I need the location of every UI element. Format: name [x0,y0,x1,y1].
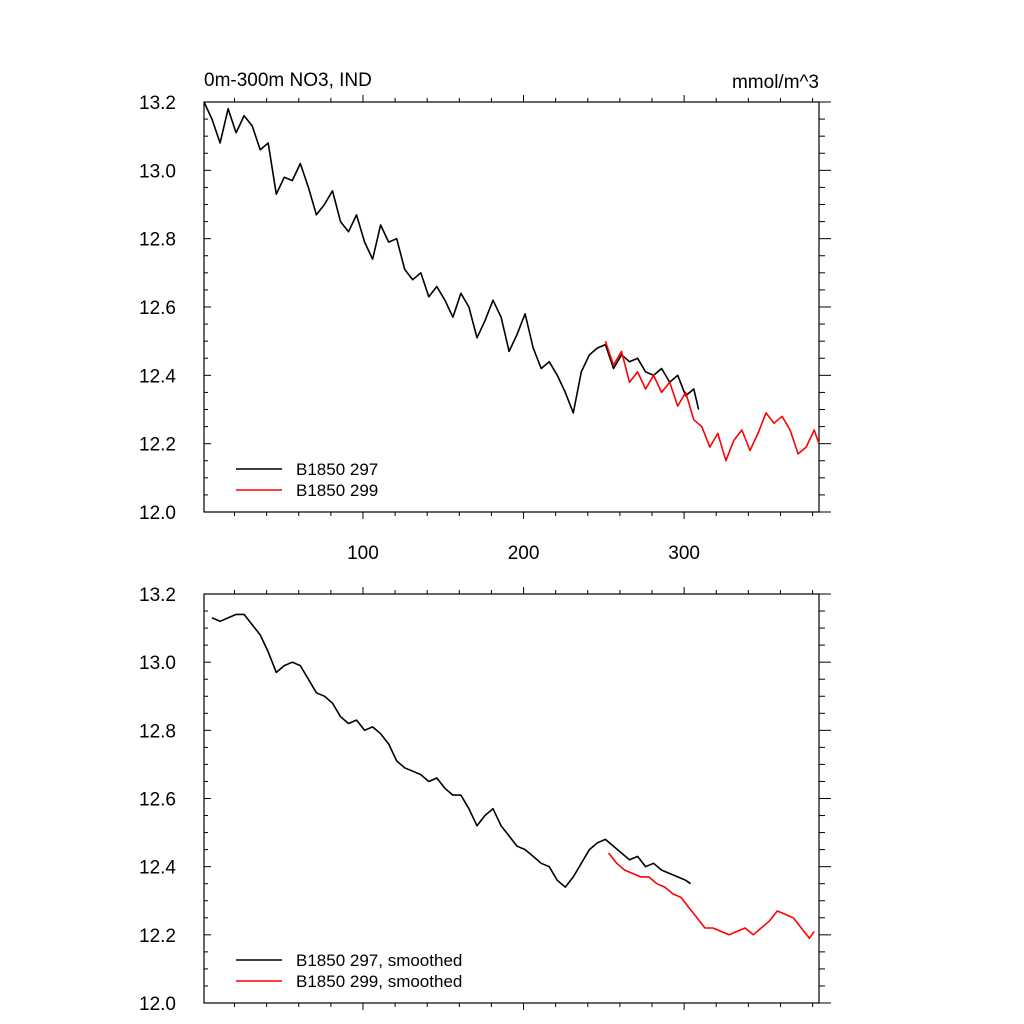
series-line-1 [203,101,700,414]
plot-frame [203,101,820,513]
y-tick-label: 12.2 [139,435,176,456]
y-tick-label: 12.6 [139,298,176,319]
y-tick-label: 12.0 [139,503,176,524]
series-line-1 [211,613,691,888]
y-tick-label: 12.4 [139,366,176,387]
x-tick-label: 100 [347,543,379,564]
y-tick-label: 12.8 [139,230,176,251]
chart-panel-1: 100 200 300 12.0 12.2 12.4 12.6 12.8 13.0 13.2 0m-… [139,70,831,564]
y-tick-label: 13.2 [139,93,176,114]
legend-label: B1850 297, smoothed [296,951,462,970]
x-tick-label: 300 [668,543,700,564]
y-tick-label: 12.4 [139,858,176,879]
chart-panel-2: 12.0 12.2 12.4 12.6 12.8 13.0 13.2 B1850 297, s… [139,585,831,1015]
legend-label: B1850 299, smoothed [296,972,462,991]
y-tick-label: 13.0 [139,161,176,182]
legend-label: B1850 297 [296,460,378,479]
x-tick-label: 200 [508,543,540,564]
y-tick-label: 13.0 [139,653,176,674]
y-tick-label: 12.8 [139,721,176,742]
y-tick-label: 12.6 [139,790,176,811]
series-line-2 [607,852,815,940]
plot-frame [203,593,820,1004]
chart-title: 0m-300m NO3, IND [204,70,372,91]
series-line-2 [604,340,820,462]
units-label: mmol/m^3 [732,72,819,93]
y-tick-label: 12.2 [139,926,176,947]
y-tick-label: 12.0 [139,994,176,1015]
legend-label: B1850 299 [296,481,378,500]
y-tick-label: 13.2 [139,585,176,606]
